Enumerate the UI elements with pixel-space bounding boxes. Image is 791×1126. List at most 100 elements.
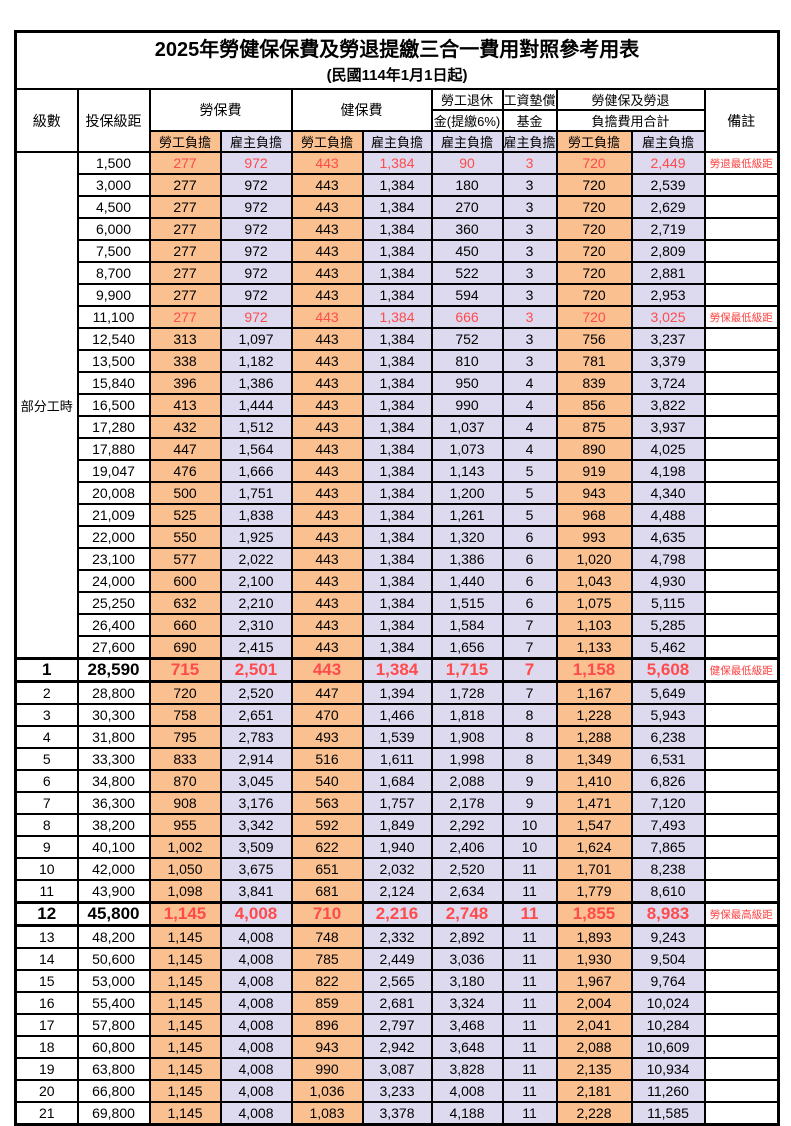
cell-value: 1,384 [361, 239, 433, 263]
cell-remark [703, 349, 780, 373]
cell-level: 4 [14, 725, 79, 749]
cell-value: 3,724 [630, 371, 706, 395]
cell-value: 443 [290, 195, 364, 219]
cell-value: 896 [290, 1013, 364, 1037]
cell-value: 908 [148, 791, 222, 815]
cell-remark [703, 239, 780, 263]
cell-value: 2,449 [630, 151, 706, 175]
cell-value: 993 [555, 525, 633, 549]
table-row: 22,000 550 1,925 443 1,384 1,320 6 993 4,635 [16, 525, 780, 549]
cell-value: 810 [430, 349, 504, 373]
cell-value: 2,032 [361, 857, 433, 881]
cell-value: 2,565 [361, 969, 433, 993]
cell-value: 277 [148, 283, 222, 307]
table-row: 9 40,100 1,002 3,509 622 1,940 2,406 10 1,624 7,8… [14, 835, 780, 859]
cell-value: 1,097 [219, 327, 293, 351]
cell-remark [703, 591, 780, 615]
cell-value: 1,384 [361, 635, 433, 660]
cell-remark [703, 459, 780, 483]
cell-value: 919 [555, 459, 633, 483]
cell-value: 90 [430, 151, 504, 175]
cell-value: 11 [501, 879, 558, 904]
cell-value: 11 [501, 924, 558, 949]
cell-value: 4,930 [630, 569, 706, 593]
cell-value: 968 [555, 503, 633, 527]
cell-value: 990 [430, 393, 504, 417]
cell-level: 16 [14, 991, 79, 1015]
cell-value: 277 [148, 173, 222, 197]
cell-level: 1 [14, 657, 79, 683]
cell-value: 3 [501, 239, 558, 263]
table-row: 18 60,800 1,145 4,008 943 2,942 3,648 11 2,088 10… [14, 1035, 780, 1059]
cell-value: 972 [219, 261, 293, 285]
cell-value: 396 [148, 371, 222, 395]
cell-level: 14 [14, 947, 79, 971]
cell-value: 10 [501, 813, 558, 837]
table-row: 8,700 277 972 443 1,384 522 3 720 2,881 [16, 261, 780, 285]
table-row: 12,540 313 1,097 443 1,384 752 3 756 3,237 [16, 327, 780, 351]
cell-value: 3 [501, 173, 558, 197]
cell-salary: 3,000 [76, 173, 151, 197]
cell-value: 3,648 [430, 1035, 504, 1059]
cell-value: 720 [555, 195, 633, 219]
cell-value: 1,143 [430, 459, 504, 483]
cell-level: 8 [14, 813, 79, 837]
cell-value: 1,444 [219, 393, 293, 417]
cell-value: 9,243 [630, 924, 706, 949]
cell-value: 748 [290, 924, 364, 949]
cell-remark [703, 791, 780, 815]
cell-value: 10 [501, 835, 558, 859]
cell-level: 6 [14, 769, 79, 793]
cell-value: 3 [501, 305, 558, 329]
cell-value: 3,937 [630, 415, 706, 439]
subheader-labor-employee: 勞工負擔 [148, 130, 222, 153]
cell-value: 4 [501, 371, 558, 395]
cell-value: 4,008 [219, 901, 293, 927]
cell-value: 4,198 [630, 459, 706, 483]
cell-value: 313 [148, 327, 222, 351]
cell-value: 3,509 [219, 835, 293, 859]
table-row: 7 36,300 908 3,176 563 1,757 2,178 9 1,471 7,120 [14, 791, 780, 815]
table-row: 20,008 500 1,751 443 1,384 1,200 5 943 4,340 [16, 481, 780, 505]
cell-remark [703, 857, 780, 881]
table-row: 23,100 577 2,022 443 1,384 1,386 6 1,020 4,798 [16, 547, 780, 571]
cell-value: 1,666 [219, 459, 293, 483]
cell-value: 6 [501, 569, 558, 593]
cell-value: 715 [148, 657, 222, 683]
cell-value: 447 [148, 437, 222, 461]
col-header-wage-fund-line1: 工資墊償 [501, 88, 558, 111]
cell-value: 443 [290, 437, 364, 461]
cell-value: 666 [430, 305, 504, 329]
cell-salary: 8,700 [76, 261, 151, 285]
cell-remark: 健保最低級距 [703, 657, 780, 683]
cell-salary: 45,800 [76, 901, 151, 927]
table-row: 11,100 277 972 443 1,384 666 3 720 3,025 勞保最低級距 [16, 305, 780, 329]
cell-value: 781 [555, 349, 633, 373]
cell-value: 2,228 [555, 1101, 633, 1126]
cell-value: 3,378 [361, 1101, 433, 1126]
table-row: 19 63,800 1,145 4,008 990 3,087 3,828 11 2,135 10… [14, 1057, 780, 1081]
cell-value: 592 [290, 813, 364, 837]
cell-value: 1,384 [361, 173, 433, 197]
cell-value: 2,124 [361, 879, 433, 904]
cell-value: 7 [501, 635, 558, 660]
cell-salary: 28,590 [76, 657, 151, 683]
cell-value: 277 [148, 261, 222, 285]
cell-value: 1,384 [361, 591, 433, 615]
cell-value: 10,284 [630, 1013, 706, 1037]
cell-value: 1,145 [148, 924, 222, 949]
table-row: 13,500 338 1,182 443 1,384 810 3 781 3,379 [16, 349, 780, 373]
cell-remark [703, 813, 780, 837]
cell-value: 7 [501, 680, 558, 705]
cell-value: 1,466 [361, 703, 433, 727]
cell-value: 2,415 [219, 635, 293, 660]
cell-value: 8,983 [630, 901, 706, 927]
cell-value: 875 [555, 415, 633, 439]
cell-value: 7,865 [630, 835, 706, 859]
cell-remark [703, 879, 780, 904]
cell-salary: 48,200 [76, 924, 151, 949]
cell-value: 443 [290, 261, 364, 285]
cell-value: 1,384 [361, 503, 433, 527]
cell-value: 11 [501, 1035, 558, 1059]
cell-value: 4,008 [219, 1101, 293, 1126]
